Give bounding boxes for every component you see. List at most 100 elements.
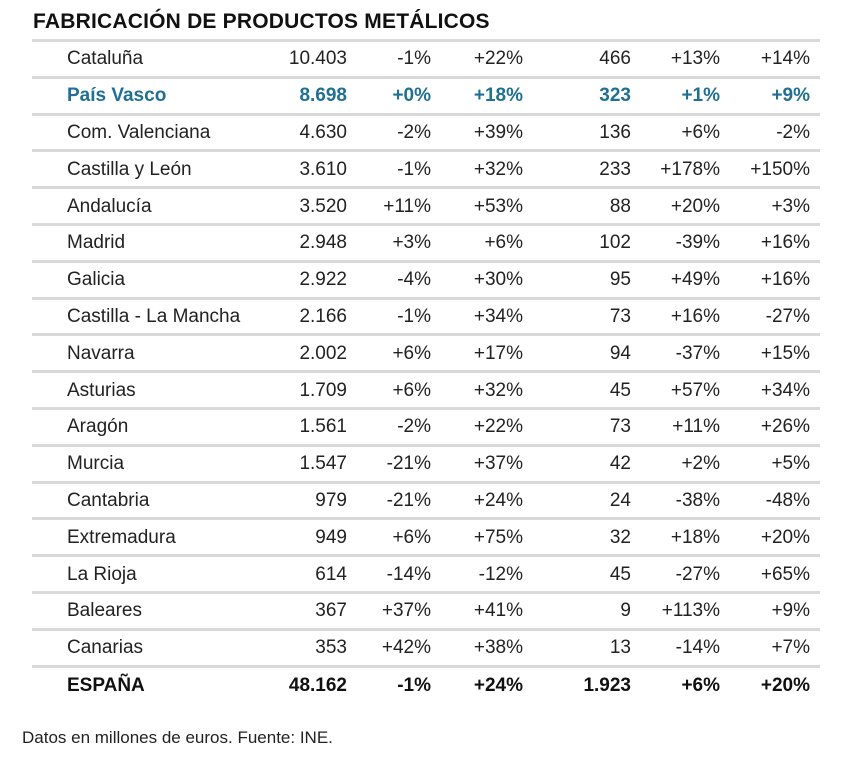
- value-cell: 88: [533, 187, 641, 226]
- change-cell: -1%: [357, 150, 441, 190]
- region-cell: Asturias: [32, 371, 270, 410]
- change-cell: -1%: [357, 298, 441, 337]
- table-body: Cataluña 10.403 -1% +22% 466 +13% +14% P…: [32, 39, 820, 703]
- change-cell: +0%: [357, 77, 441, 116]
- region-cell: Extremadura: [32, 518, 270, 558]
- change-cell: +57%: [641, 371, 730, 410]
- change-cell: +6%: [641, 114, 730, 153]
- table-row: Galicia 2.922 -4% +30% 95 +49% +16%: [32, 261, 820, 300]
- table-row: Madrid 2.948 +3% +6% 102 -39% +16%: [32, 224, 820, 263]
- value-cell: 73: [533, 298, 641, 337]
- table-row-total: ESPAÑA 48.162 -1% +24% 1.923 +6% +20%: [32, 666, 820, 703]
- change-cell: -38%: [641, 482, 730, 521]
- change-cell: +6%: [357, 371, 441, 410]
- change-cell: +24%: [473, 674, 523, 696]
- change-cell: -4%: [357, 261, 441, 300]
- value-cell: 94: [533, 334, 641, 374]
- value-cell: 42: [533, 445, 641, 484]
- region-cell: País Vasco: [32, 77, 270, 116]
- change-cell: +150%: [730, 150, 820, 190]
- change-cell: -14%: [357, 555, 441, 594]
- change-cell: +49%: [641, 261, 730, 300]
- value-cell: 48.162: [288, 674, 347, 696]
- change-cell: -14%: [641, 629, 730, 668]
- change-cell: +20%: [641, 187, 730, 226]
- change-cell: +1%: [641, 77, 730, 116]
- region-cell: Andalucía: [32, 187, 270, 226]
- change-cell: +30%: [441, 261, 533, 300]
- value-cell: 979: [270, 482, 357, 521]
- table-row: Asturias 1.709 +6% +32% 45 +57% +34%: [32, 371, 820, 410]
- table-title: FABRICACIÓN DE PRODUCTOS METÁLICOS: [33, 10, 490, 33]
- change-cell: +15%: [730, 334, 820, 374]
- change-cell: -1%: [357, 39, 441, 79]
- region-cell: Cataluña: [32, 39, 270, 79]
- value-cell: 10.403: [270, 39, 357, 79]
- change-cell: +13%: [641, 39, 730, 79]
- value-cell: 2.166: [270, 298, 357, 337]
- change-cell: +5%: [730, 445, 820, 484]
- table-row: Com. Valenciana 4.630 -2% +39% 136 +6% -…: [32, 114, 820, 153]
- data-table: Cataluña 10.403 -1% +22% 466 +13% +14% P…: [32, 39, 820, 703]
- value-cell: 45: [533, 371, 641, 410]
- table-row: Aragón 1.561 -2% +22% 73 +11% +26%: [32, 408, 820, 447]
- change-cell: +32%: [441, 371, 533, 410]
- change-cell: -2%: [357, 114, 441, 153]
- change-cell: +17%: [441, 334, 533, 374]
- change-cell: +20%: [760, 674, 810, 696]
- change-cell: +11%: [357, 187, 441, 226]
- value-cell: 95: [533, 261, 641, 300]
- table-row-highlight: País Vasco 8.698 +0% +18% 323 +1% +9%: [32, 77, 820, 116]
- region-cell: Canarias: [32, 629, 270, 668]
- table-row: Castilla y León 3.610 -1% +32% 233 +178%…: [32, 150, 820, 190]
- change-cell: +32%: [441, 150, 533, 190]
- change-cell: +9%: [730, 77, 820, 116]
- table-row: Andalucía 3.520 +11% +53% 88 +20% +3%: [32, 187, 820, 226]
- change-cell: +16%: [730, 224, 820, 263]
- region-cell: Murcia: [32, 445, 270, 484]
- value-cell: 323: [533, 77, 641, 116]
- change-cell: +53%: [441, 187, 533, 226]
- region-cell: ESPAÑA: [67, 674, 145, 696]
- table-row: Navarra 2.002 +6% +17% 94 -37% +15%: [32, 334, 820, 374]
- change-cell: -39%: [641, 224, 730, 263]
- change-cell: -2%: [730, 114, 820, 153]
- change-cell: +3%: [730, 187, 820, 226]
- value-cell: 949: [270, 518, 357, 558]
- region-cell: La Rioja: [32, 555, 270, 594]
- change-cell: +7%: [730, 629, 820, 668]
- table-row: Extremadura 949 +6% +75% 32 +18% +20%: [32, 518, 820, 558]
- value-cell: 8.698: [270, 77, 357, 116]
- change-cell: -27%: [730, 298, 820, 337]
- change-cell: +11%: [641, 408, 730, 447]
- change-cell: +34%: [730, 371, 820, 410]
- change-cell: -21%: [357, 482, 441, 521]
- value-cell: 2.922: [270, 261, 357, 300]
- change-cell: +18%: [441, 77, 533, 116]
- value-cell: 1.561: [270, 408, 357, 447]
- change-cell: -37%: [641, 334, 730, 374]
- value-cell: 136: [533, 114, 641, 153]
- region-cell: Madrid: [32, 224, 270, 263]
- value-cell: 2.002: [270, 334, 357, 374]
- region-cell: Aragón: [32, 408, 270, 447]
- change-cell: +22%: [441, 408, 533, 447]
- change-cell: +16%: [730, 261, 820, 300]
- value-cell: 73: [533, 408, 641, 447]
- value-cell: 3.610: [270, 150, 357, 190]
- table-row: Castilla - La Mancha 2.166 -1% +34% 73 +…: [32, 298, 820, 337]
- region-cell: Galicia: [32, 261, 270, 300]
- value-cell: 32: [533, 518, 641, 558]
- table-row: La Rioja 614 -14% -12% 45 -27% +65%: [32, 555, 820, 594]
- change-cell: +6%: [441, 224, 533, 263]
- table-row: Baleares 367 +37% +41% 9 +113% +9%: [32, 592, 820, 631]
- change-cell: +9%: [730, 592, 820, 631]
- change-cell: +37%: [441, 445, 533, 484]
- change-cell: +113%: [641, 592, 730, 631]
- value-cell: 1.547: [270, 445, 357, 484]
- value-cell: 9: [533, 592, 641, 631]
- change-cell: +6%: [357, 334, 441, 374]
- change-cell: +2%: [641, 445, 730, 484]
- change-cell: +65%: [730, 555, 820, 594]
- change-cell: +24%: [441, 482, 533, 521]
